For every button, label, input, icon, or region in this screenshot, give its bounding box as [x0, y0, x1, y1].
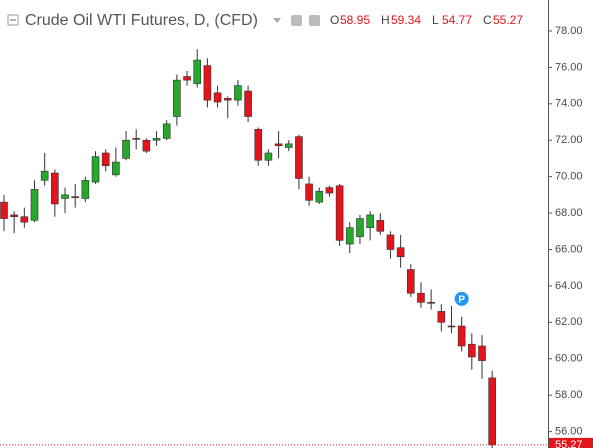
candle-body	[71, 196, 79, 198]
candle-body	[478, 345, 486, 361]
y-tick-label: 70.00	[555, 171, 583, 183]
y-tick-label: 66.00	[555, 243, 583, 255]
y-tick-label: 68.00	[555, 207, 583, 219]
candle-body	[10, 214, 18, 218]
candle-body	[20, 216, 29, 223]
candle-body	[101, 152, 110, 167]
candle-body	[457, 325, 466, 347]
chart-title: Crude Oil WTI Futures, D, (CFD)	[25, 12, 258, 29]
ohlc-label: H	[381, 13, 390, 27]
candle-body	[386, 234, 395, 250]
candle-body	[335, 185, 344, 241]
candle-body	[468, 343, 476, 358]
candle-body	[417, 292, 425, 303]
candle-body	[142, 139, 151, 152]
ohlc-value: 55.27	[493, 13, 523, 27]
candle-body	[376, 220, 385, 232]
ohlc-values: O 58.95 H 59.34 L 54.77 C 55.27	[330, 13, 523, 27]
ohlc-label: L	[432, 13, 439, 27]
y-tick-label: 78.00	[555, 25, 583, 37]
candle-body	[223, 98, 232, 101]
candle-body	[213, 92, 222, 103]
last-price-label: 55.27	[555, 439, 583, 448]
candle-body	[264, 152, 273, 161]
candle-body	[61, 194, 69, 199]
settings-icon[interactable]	[309, 15, 320, 26]
candle-body	[51, 172, 59, 205]
ohlc-value: 59.34	[391, 13, 421, 27]
candle-body	[173, 79, 181, 117]
candle-body	[315, 190, 324, 203]
legend-header: Crude Oil WTI Futures, D, (CFD) O 58.95 H 5…	[7, 12, 523, 29]
plot-area: P	[0, 49, 496, 448]
candle-body	[183, 76, 191, 81]
candle-body	[193, 59, 202, 85]
candle-body	[396, 247, 405, 258]
candle-body	[132, 138, 141, 140]
candle-body	[274, 143, 283, 146]
y-tick-label: 62.00	[555, 316, 583, 328]
candle-body	[437, 311, 446, 323]
candle-body	[81, 179, 90, 199]
ohlc-value: 58.95	[340, 13, 370, 27]
candle-body	[284, 143, 293, 148]
marker-label: P	[458, 295, 465, 306]
candle-body	[112, 161, 120, 176]
y-tick-label: 58.00	[555, 389, 583, 401]
y-tick-label: 64.00	[555, 280, 583, 292]
y-tick-label: 60.00	[555, 353, 583, 365]
candle-body	[447, 325, 456, 328]
candle-body	[30, 189, 39, 221]
y-tick-label: 72.00	[555, 134, 583, 146]
candle-body	[122, 139, 130, 159]
candle-body	[0, 201, 8, 219]
y-tick-label: 56.00	[555, 426, 583, 438]
candle-body	[244, 90, 252, 117]
ohlc-value: 54.77	[442, 13, 472, 27]
candle-body	[40, 170, 49, 181]
candle-body	[427, 302, 435, 304]
candle-body	[488, 377, 496, 446]
candle-body	[406, 269, 415, 294]
ohlc-label: C	[483, 13, 492, 27]
candle-body	[254, 129, 263, 161]
last-price-box	[549, 437, 593, 448]
candle-body	[152, 138, 161, 141]
candle-body	[345, 227, 354, 245]
candle-body	[91, 156, 100, 183]
y-tick-label: 74.00	[555, 98, 583, 110]
y-tick-label: 76.00	[555, 61, 583, 73]
candle-body	[305, 183, 313, 201]
candle-body	[295, 136, 303, 179]
dropdown-icon[interactable]	[273, 18, 281, 23]
candle-body	[356, 218, 364, 238]
candle-body	[366, 214, 374, 228]
marker-circle	[454, 291, 469, 306]
candle-body	[325, 187, 334, 194]
ohlc-label: O	[330, 13, 339, 27]
candle-body	[203, 65, 212, 101]
candle-body	[162, 123, 171, 139]
candle-body	[234, 85, 242, 101]
eye-icon[interactable]	[291, 15, 302, 26]
